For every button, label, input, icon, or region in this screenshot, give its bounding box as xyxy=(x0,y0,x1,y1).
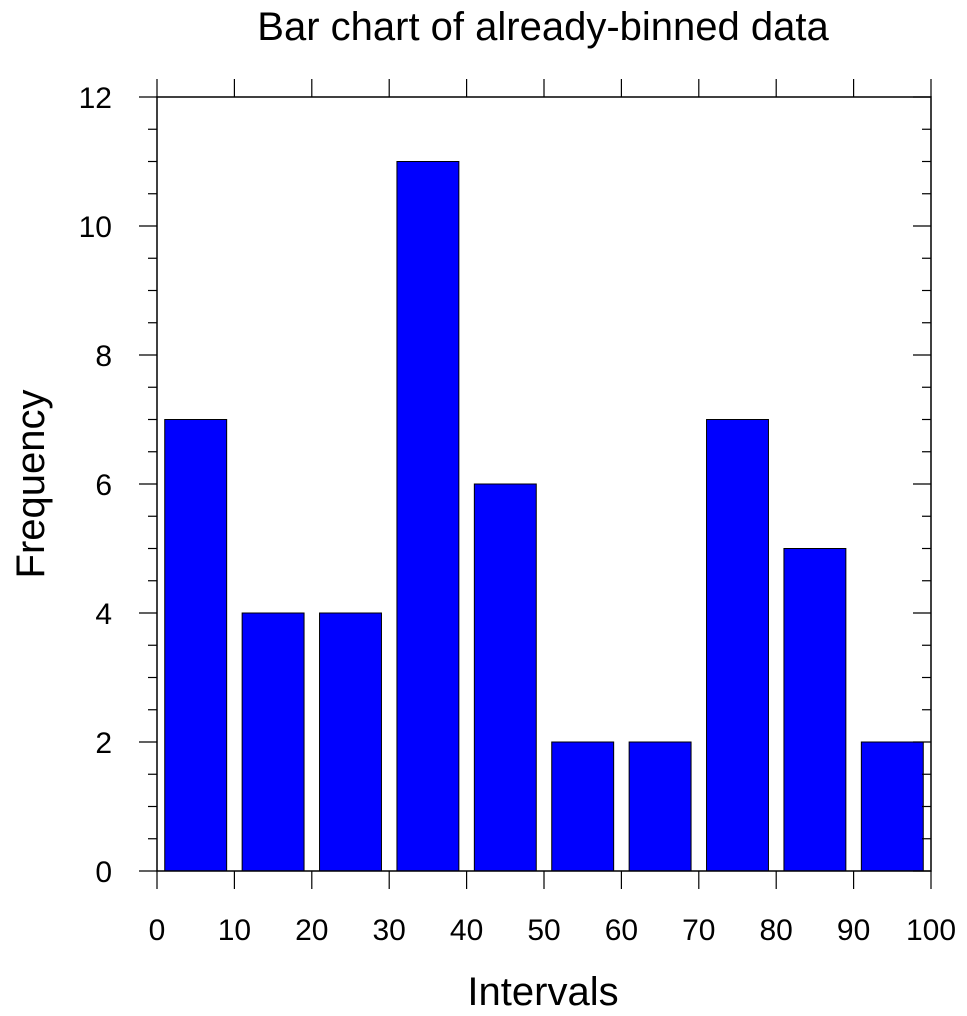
bar-7 xyxy=(706,419,769,872)
x-tick-label: 50 xyxy=(527,914,560,947)
bar-9 xyxy=(860,741,924,872)
y-tick-label: 6 xyxy=(95,469,112,502)
y-tick-label: 8 xyxy=(95,340,112,373)
x-tick-label: 100 xyxy=(906,914,956,947)
chart-title: Bar chart of already-binned data xyxy=(257,5,829,49)
x-axis-label: Intervals xyxy=(467,970,618,1014)
x-tick-label: 80 xyxy=(760,914,793,947)
x-tick-label: 60 xyxy=(605,914,638,947)
y-tick-label: 12 xyxy=(79,82,112,115)
bars xyxy=(164,161,924,872)
axis-ticks xyxy=(139,79,932,889)
bar-1 xyxy=(241,612,305,872)
y-tick-label: 2 xyxy=(95,727,112,760)
y-tick-label: 10 xyxy=(79,211,112,244)
y-axis-label: Frequency xyxy=(9,390,53,579)
x-tick-label: 70 xyxy=(682,914,715,947)
bar-0 xyxy=(164,419,228,872)
bar-2 xyxy=(319,612,382,872)
bar-5 xyxy=(551,741,615,872)
plot-frame xyxy=(156,96,932,872)
x-tick-label: 40 xyxy=(450,914,483,947)
bar-8 xyxy=(783,548,847,872)
y-tick-label: 4 xyxy=(95,598,112,631)
y-tick-labels: 0 2 4 6 8 10 12 xyxy=(79,82,112,889)
y-tick-label: 0 xyxy=(95,856,112,889)
x-tick-label: 20 xyxy=(295,914,328,947)
x-tick-label: 0 xyxy=(149,914,166,947)
bar-4 xyxy=(473,483,537,872)
x-tick-labels: 0 10 20 30 40 50 60 70 80 90 100 xyxy=(149,914,956,947)
bar-6 xyxy=(628,741,692,872)
x-tick-label: 30 xyxy=(373,914,406,947)
x-tick-label: 10 xyxy=(218,914,251,947)
x-tick-label: 90 xyxy=(837,914,870,947)
bar-3 xyxy=(396,161,460,872)
